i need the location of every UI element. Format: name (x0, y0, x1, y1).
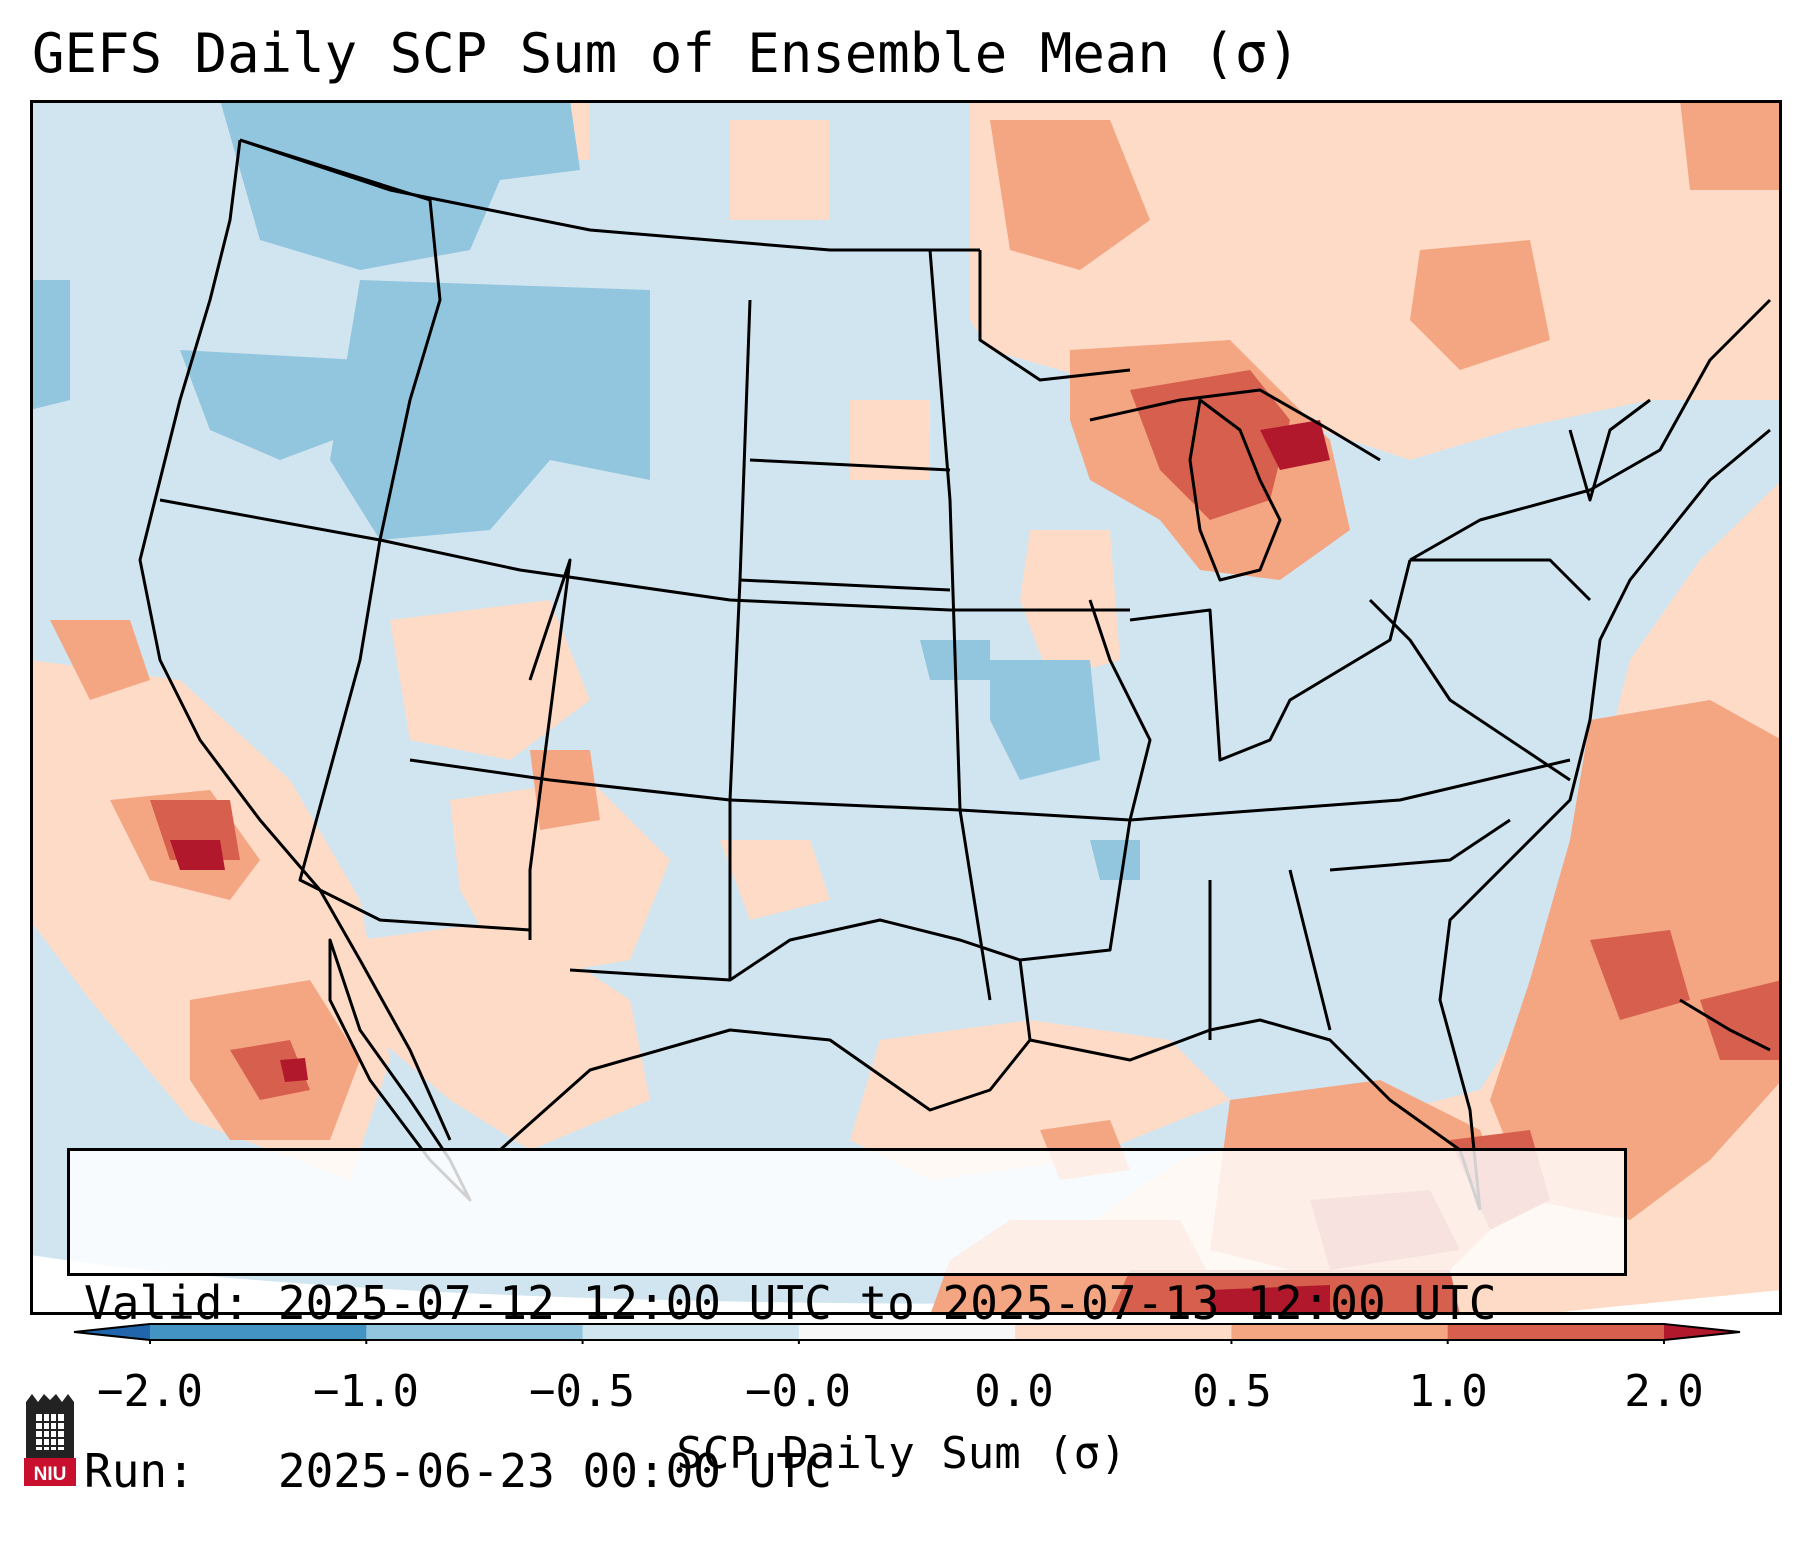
niu-logo-icon: NIU (24, 1394, 76, 1486)
colorbar-tick: −0.5 (529, 1366, 635, 1417)
map-title: GEFS Daily SCP Sum of Ensemble Mean (σ) (32, 22, 1300, 85)
colorbar-tick: −1.0 (313, 1366, 419, 1417)
map-border (30, 100, 1782, 1315)
logo-text: NIU (34, 1464, 67, 1485)
pacific-coast (138, 139, 452, 1141)
boundaries (138, 138, 1772, 1211)
northeast-border (1409, 298, 1772, 562)
atlantic-coast (1438, 428, 1771, 1211)
upper-peninsula (1089, 388, 1381, 462)
colorbar-tick: −2.0 (97, 1366, 203, 1417)
colorbar (73, 1323, 1741, 1344)
gulf-coast (499, 1018, 1482, 1211)
colorbar-tick: −0.0 (745, 1366, 851, 1417)
run-label: Run: (84, 1444, 195, 1498)
colorbar-tick: 1.0 (1408, 1366, 1488, 1417)
colorbar-tick: 0.0 (974, 1366, 1054, 1417)
anomaly-extreme-positive (170, 420, 1330, 1315)
colorbar-segment (798, 1324, 1016, 1340)
colorbar-tick: 2.0 (1624, 1366, 1704, 1417)
valid-label: Valid: (84, 1276, 251, 1330)
run-value: 2025-06-23 00:00 UTC (277, 1444, 832, 1498)
colorbar-segment (366, 1324, 584, 1340)
colorbar-segment (1015, 1324, 1232, 1340)
logo-badge (24, 1458, 76, 1486)
anomaly-low-negative (30, 100, 1140, 880)
colorbar-segment (1447, 1324, 1665, 1340)
map-panel (30, 100, 1782, 1315)
colorbar-extend-low (74, 1324, 150, 1340)
valid-time-box: Valid: 2025-07-12 12:00 UTC to 2025-07-1… (67, 1148, 1627, 1498)
canada-border (239, 138, 980, 252)
valid-line: Valid: 2025-07-12 12:00 UTC to 2025-07-1… (84, 1275, 1624, 1331)
colorbar-segment (1231, 1324, 1449, 1340)
domain-edge (30, 1255, 1782, 1315)
run-line: Run: 2025-06-23 00:00 UTC (84, 1443, 1624, 1499)
colorbar-tick: 0.5 (1192, 1366, 1272, 1417)
colorbar-label: SCP Daily Sum (σ) (676, 1428, 1127, 1479)
colorbar-extend-high (1664, 1324, 1740, 1340)
michigan (1188, 398, 1282, 582)
colorbar-segment (582, 1324, 800, 1340)
colorbar-segment (150, 1324, 367, 1340)
valid-value: 2025-07-12 12:00 UTC to 2025-07-13 12:00… (277, 1276, 1497, 1330)
scp-map (30, 100, 1782, 1315)
